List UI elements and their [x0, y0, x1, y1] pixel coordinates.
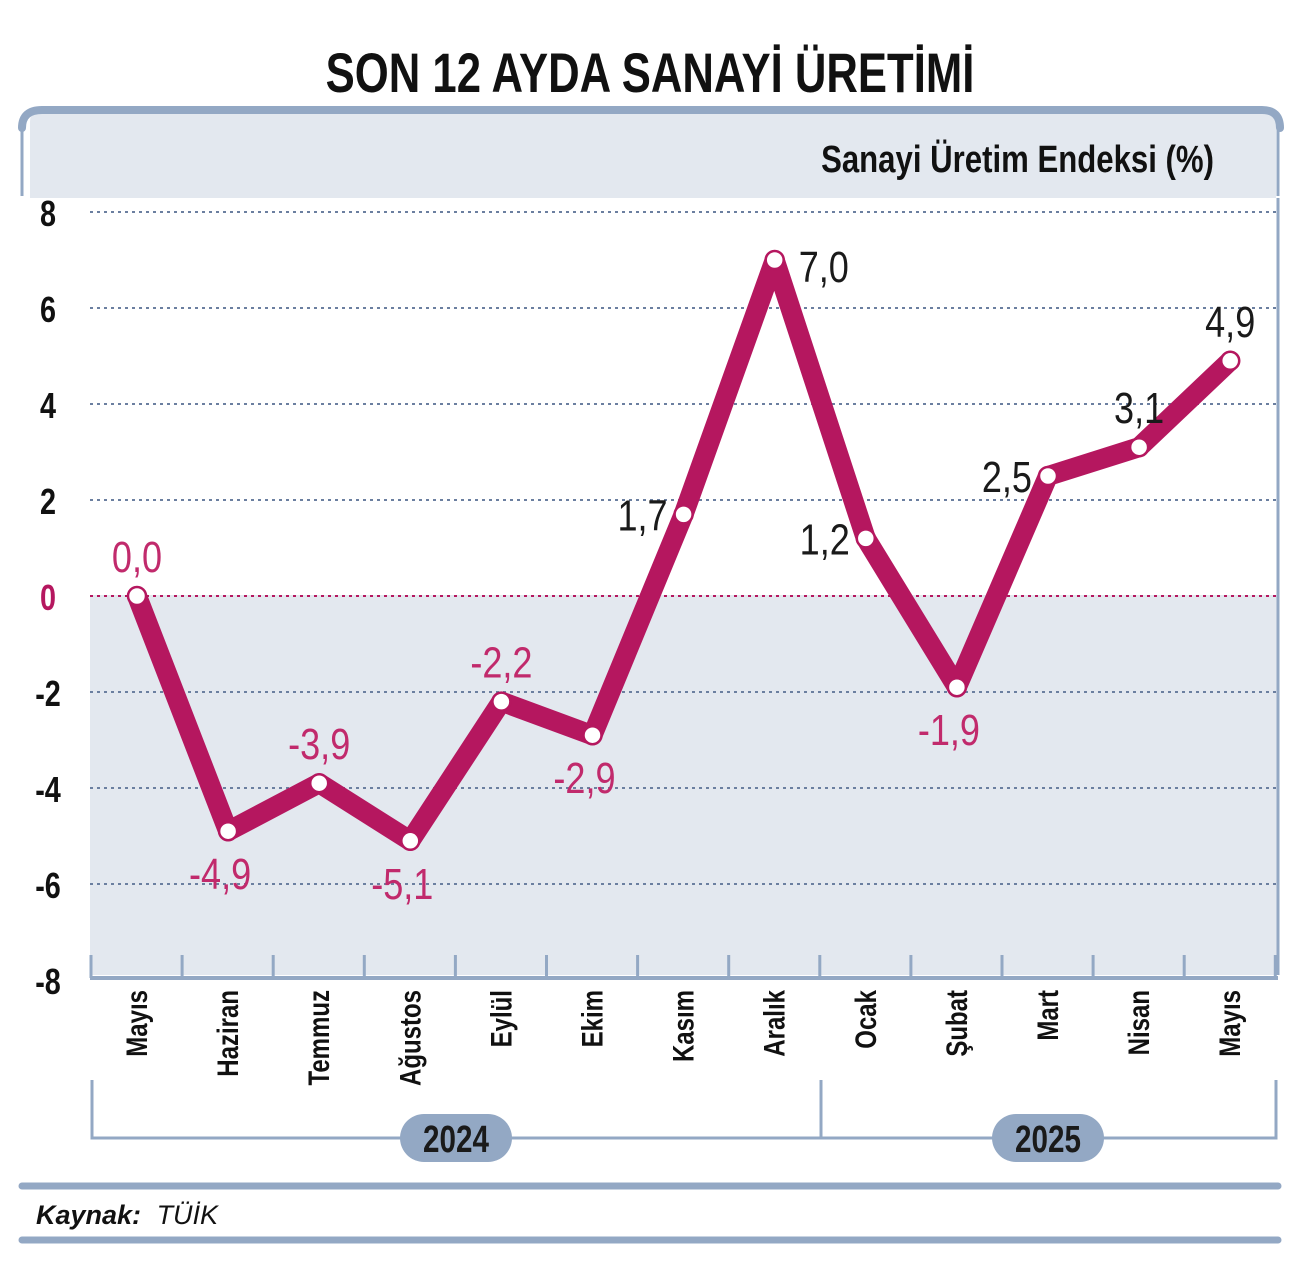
x-tick-label: Ekim: [575, 990, 609, 1047]
data-labels: 0,0 -4,9 -3,9 -5,1 -2,2 -2,9 1,7 7,0 1,2 -1,9 2,5 3…: [112, 243, 1255, 909]
y-tick-label: -8: [35, 961, 61, 1002]
data-label: -2,9: [553, 754, 615, 803]
data-point: [582, 724, 603, 746]
source-label: Kaynak:: [36, 1200, 141, 1230]
data-point: [764, 249, 785, 271]
year-label: 2024: [423, 1119, 489, 1161]
data-label: 2,5: [982, 453, 1032, 502]
data-point: [126, 585, 148, 607]
data-point: [673, 504, 694, 525]
data-label: -5,1: [371, 859, 433, 908]
x-tick-label: Mayıs: [1213, 990, 1247, 1057]
data-label: 1,2: [800, 515, 850, 564]
data-point: [308, 772, 330, 794]
chart-title: SON 12 AYDA SANAYİ ÜRETİMİ: [326, 42, 975, 104]
x-tick-label: Ocak: [848, 989, 882, 1048]
x-tick-label: Ağustos: [393, 990, 427, 1086]
data-point: [1219, 350, 1241, 372]
header-band-top-border: [18, 106, 1284, 132]
data-label: 4,9: [1205, 297, 1255, 346]
x-tick-label: Eylül: [484, 990, 518, 1047]
series-line: [126, 249, 1241, 852]
y-tick-label: 4: [40, 385, 56, 426]
y-tick-label: 0: [40, 577, 56, 618]
data-label: -1,9: [918, 706, 980, 755]
y-tick-label: 8: [40, 193, 56, 234]
x-tick-label: Mayıs: [119, 990, 153, 1057]
negative-band: [90, 595, 1278, 975]
data-label: 3,1: [1114, 384, 1164, 433]
data-point: [491, 691, 512, 712]
y-tick-label: 6: [40, 289, 56, 330]
header-band: [30, 110, 1276, 198]
data-label: 7,0: [799, 243, 849, 292]
data-label: -2,2: [470, 638, 532, 687]
x-tick-label: Haziran: [210, 990, 244, 1077]
data-label: 0,0: [112, 533, 162, 582]
data-point: [217, 820, 239, 842]
y-tick-label: -4: [35, 769, 61, 810]
year-pill: [400, 1114, 512, 1162]
x-tick-label: Şubat: [939, 990, 973, 1057]
x-tick-label: Nisan: [1121, 990, 1155, 1055]
data-label: 1,7: [617, 491, 667, 540]
data-label: -4,9: [189, 850, 251, 899]
year-label: 2025: [1015, 1119, 1081, 1161]
year-bracket-2025: [821, 1080, 1278, 1140]
data-point: [1037, 465, 1059, 487]
year-brackets: 2024 2025: [90, 1080, 1278, 1162]
y-axis-ticks: 8 6 4 2 0 -2 -4 -6 -8: [35, 193, 61, 1002]
data-label: -3,9: [288, 720, 350, 769]
year-pill: [992, 1114, 1104, 1162]
chart-subtitle: Sanayi Üretim Endeksi (%): [821, 138, 1214, 181]
y-tick-label: 2: [40, 481, 56, 522]
y-tick-label: -6: [35, 865, 61, 906]
data-point: [946, 676, 968, 698]
x-tick-label: Kasım: [666, 990, 700, 1062]
x-tick-label: Mart: [1030, 990, 1064, 1041]
y-tick-label: -2: [35, 673, 61, 714]
x-axis-ticks: Mayıs Haziran Temmuz Ağustos Eylül Ekim Kasım A…: [119, 989, 1246, 1086]
grid-lines: [90, 211, 1278, 885]
source-line: Kaynak: TÜİK: [36, 1200, 219, 1230]
data-point: [1128, 436, 1150, 458]
x-axis: [89, 955, 1278, 980]
x-tick-label: Aralık: [757, 989, 791, 1056]
data-point: [855, 528, 877, 549]
source-value: TÜİK: [157, 1200, 219, 1230]
data-point: [400, 830, 421, 852]
x-tick-label: Temmuz: [302, 990, 336, 1086]
